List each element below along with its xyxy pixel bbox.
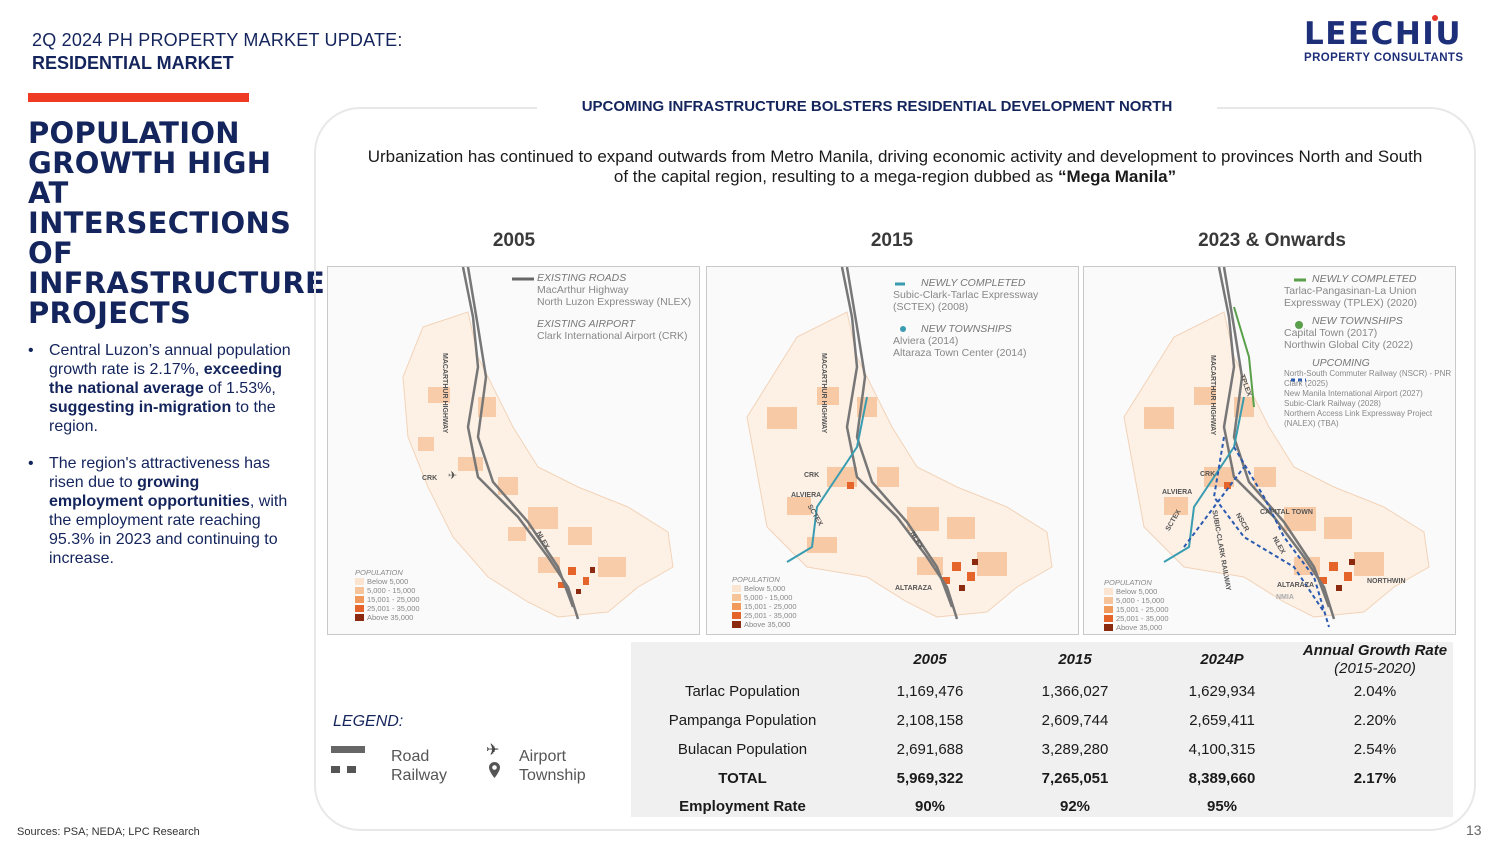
population-legend: POPULATION Below 5,000 5,000 - 15,000 15… [355,568,420,622]
crk-tag: CRK [804,472,820,479]
location-pin-icon [489,762,500,778]
airplane-icon: ✈ [486,742,500,759]
map-2023-graphic [1123,267,1430,628]
key-points-list: Central Luzon’s annual population growth… [28,341,296,586]
map-label-2023: 2023 & Onwards [1198,230,1346,251]
map-label-2005: 2005 [492,230,536,251]
logo-tagline: PROPERTY CONSULTANTS [1304,52,1464,64]
northwin-tag: NORTHWIN [1367,578,1406,585]
svg-text:✈: ✈ [448,470,457,482]
panel-title: UPCOMING INFRASTRUCTURE BOLSTERS RESIDEN… [581,98,1173,115]
table-header-2015: 2015 [1058,651,1092,668]
map-2015-legend: NEWLY COMPLETED Subic-Clark-Tarlac Expre… [893,277,1039,359]
company-logo: LEECHIU PROPERTY CONSULTANTS [1304,16,1474,64]
population-legend: POPULATION Below 5,000 5,000 - 15,000 15… [732,575,797,629]
table-header-2024p: 2024P [1200,651,1244,668]
table-header-growth: Annual Growth Rate [1302,642,1448,659]
alviera-tag: ALVIERA [1162,489,1193,496]
nmia-tag: NMIA [1276,594,1294,601]
logo-dot-icon [1432,15,1438,21]
key-point: The region's attractiveness has risen du… [28,454,296,568]
map-2015: NEWLY COMPLETED Subic-Clark-Tarlac Expre… [706,266,1079,635]
crk-tag: CRK [1200,471,1216,478]
map-label-2015: 2015 [870,230,914,251]
altaraza-tag: ALTARAZA [895,585,933,592]
key-point: Central Luzon’s annual population growth… [28,341,296,436]
page-title: POPULATION GROWTH HIGH AT INTERSECTIONS … [28,116,326,330]
map-2023-legend: NEWLY COMPLETED Tarlac-Pangasinan-La Uni… [1284,273,1452,428]
logo-wordmark: LEECHIU [1304,16,1463,52]
population-legend: POPULATION Below 5,000 5,000 - 15,000 15… [1104,578,1169,632]
map-2015-graphic [746,267,1053,620]
macarthur-tag: MACARTHUR HIGHWAY [441,353,448,434]
legend-road: Road [391,748,430,765]
capital-town-tag: CAPITAL TOWN [1260,509,1313,516]
table-header-growth-period: (2015-2020) [1334,660,1416,677]
altaraza-tag: ALTARAZA [1277,582,1315,589]
legend-airport: Airport [519,748,567,765]
population-table [631,642,1453,817]
legend-railway: Railway [391,767,448,784]
page-number: 13 [1466,822,1482,838]
sources-note: Sources: PSA; NEDA; LPC Research [17,826,200,838]
report-subtitle: RESIDENTIAL MARKET [32,53,234,73]
table-header-2005: 2005 [913,651,947,668]
map-2005: ✈ EXISTING ROADS MacArthur Highway North… [327,266,700,635]
map-2005-graphic: ✈ [402,267,674,620]
map-2005-legend: EXISTING ROADS MacArthur Highway North L… [537,272,692,342]
report-title: 2Q 2024 PH PROPERTY MARKET UPDATE: [32,30,403,50]
road-railway-icon [331,746,365,773]
legend-township: Township [519,767,586,784]
alviera-tag: ALVIERA [791,492,822,499]
accent-bar [28,93,249,102]
macarthur-tag: MACARTHUR HIGHWAY [1209,355,1216,436]
intro-text: Urbanization has continued to expand out… [367,147,1423,186]
legend-title: LEGEND: [333,713,404,730]
map-2023: NEWLY COMPLETED Tarlac-Pangasinan-La Uni… [1083,266,1456,635]
macarthur-tag: MACARTHUR HIGHWAY [820,353,827,434]
crk-tag: CRK [422,475,438,482]
